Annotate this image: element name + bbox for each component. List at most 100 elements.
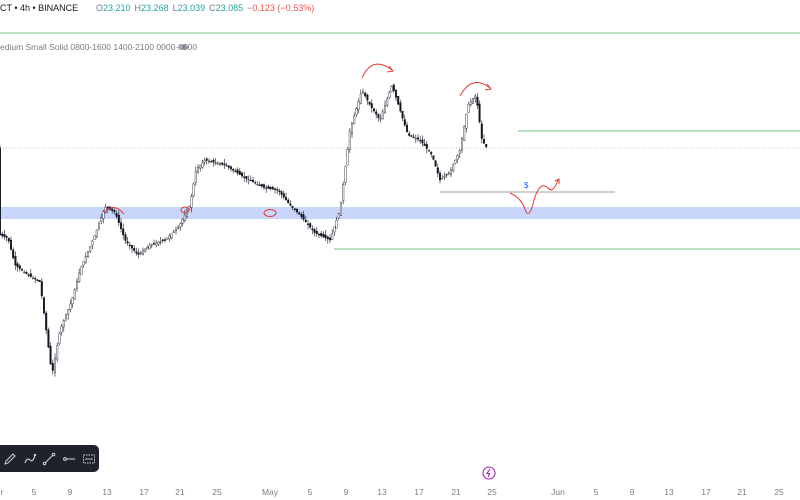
- candle-body: [458, 150, 461, 154]
- candle-body: [124, 234, 127, 241]
- candle-body: [320, 233, 323, 237]
- candle-body: [450, 169, 453, 175]
- time-axis[interactable]: r 5 9 13 17 21 25 May 5 9 13 17 21 25 Ju…: [0, 482, 800, 500]
- candle-body: [9, 239, 12, 250]
- candle-body: [183, 214, 186, 221]
- candle-body: [260, 184, 263, 187]
- candle-body: [214, 162, 217, 164]
- candle-body: [141, 250, 144, 255]
- candle-body: [344, 166, 347, 184]
- candle-body: [322, 234, 325, 238]
- candle-body: [95, 229, 98, 237]
- candle-body: [157, 241, 160, 245]
- candle-body: [36, 279, 39, 281]
- candle-body: [388, 92, 391, 98]
- candle-body: [62, 320, 65, 328]
- pencil-icon[interactable]: [0, 448, 20, 470]
- candle-body: [163, 239, 166, 241]
- candle-body: [148, 245, 151, 250]
- candle-body: [251, 179, 254, 183]
- brush-icon[interactable]: [20, 448, 40, 470]
- red-arrowhead: [554, 178, 560, 184]
- measure-icon[interactable]: [79, 448, 99, 470]
- candle-body: [243, 176, 246, 178]
- candle-body: [423, 143, 426, 146]
- candle-body: [223, 163, 226, 166]
- candle-body: [287, 199, 290, 203]
- red-projection-path[interactable]: [509, 179, 559, 214]
- candle-body: [381, 111, 384, 120]
- candle-body: [300, 213, 303, 217]
- red-arc-drawing[interactable]: [459, 82, 491, 97]
- candle-body: [113, 210, 116, 212]
- horizontal-ray-icon[interactable]: [59, 448, 79, 470]
- drawing-toolbar: [0, 445, 99, 472]
- candle-body: [135, 251, 138, 254]
- dollar-annotation[interactable]: $: [524, 181, 529, 190]
- time-axis-label: 17: [414, 487, 424, 497]
- candle-body: [335, 219, 338, 229]
- candle-body: [232, 168, 235, 171]
- candle-body: [14, 256, 17, 266]
- candle-body: [75, 281, 78, 289]
- candle-body: [126, 241, 129, 244]
- ohlc-high: H23.268: [134, 3, 169, 13]
- candle-body: [456, 155, 459, 160]
- eye-icon[interactable]: [179, 42, 189, 52]
- candle-body: [29, 273, 32, 277]
- time-axis-label: 5: [307, 487, 313, 497]
- candle-body: [469, 101, 472, 105]
- candle-body: [82, 261, 85, 266]
- candle-body: [130, 245, 133, 249]
- candle-body: [166, 237, 169, 240]
- candle-body: [326, 236, 329, 240]
- replay-icon[interactable]: [482, 466, 496, 480]
- candle-body: [395, 89, 398, 98]
- candle-body: [170, 233, 173, 238]
- candle-body: [174, 229, 177, 231]
- candle-body: [216, 162, 219, 165]
- candle-body: [432, 155, 435, 160]
- candle-body: [280, 191, 283, 195]
- candle-body: [155, 242, 158, 246]
- time-axis-label: 13: [102, 487, 112, 497]
- ohlc-open: O23.210: [96, 3, 131, 13]
- candle-body: [97, 223, 100, 229]
- candle-body: [401, 111, 404, 119]
- session-indicator-label[interactable]: edium Small Solid 0800-1600 1400-2100 00…: [0, 42, 198, 52]
- candle-body: [240, 172, 243, 177]
- candle-body: [64, 314, 67, 319]
- candle-body: [152, 243, 155, 245]
- time-axis-label: 25: [487, 487, 497, 497]
- candle-body: [67, 309, 70, 315]
- candle-body: [282, 193, 285, 198]
- candle-body: [353, 115, 356, 125]
- candle-body: [430, 152, 433, 155]
- candle-body: [474, 95, 477, 99]
- candle-body: [73, 289, 76, 300]
- candle-body: [403, 119, 406, 126]
- time-axis-label: 17: [139, 487, 149, 497]
- red-circle-drawing[interactable]: [180, 206, 190, 214]
- red-circle-drawing[interactable]: [263, 209, 277, 217]
- candle-body: [408, 133, 411, 136]
- trendline-icon[interactable]: [40, 448, 60, 470]
- candle-body: [480, 123, 483, 139]
- candle-body: [38, 280, 41, 282]
- candle-body: [45, 312, 48, 331]
- time-axis-label: 13: [377, 487, 387, 497]
- candle-body: [346, 148, 349, 166]
- red-arc-drawing[interactable]: [361, 63, 393, 79]
- symbol-label[interactable]: CT • 4h • BINANCE: [0, 3, 79, 13]
- red-arc-drawing[interactable]: [103, 207, 125, 215]
- candle-body: [461, 138, 464, 151]
- candle-body: [238, 171, 241, 175]
- candle-body: [414, 138, 417, 140]
- candle-body: [276, 189, 279, 191]
- candle-body: [58, 333, 61, 345]
- candle-body: [428, 150, 431, 152]
- candle-body: [21, 269, 24, 271]
- support-zone[interactable]: [0, 207, 800, 219]
